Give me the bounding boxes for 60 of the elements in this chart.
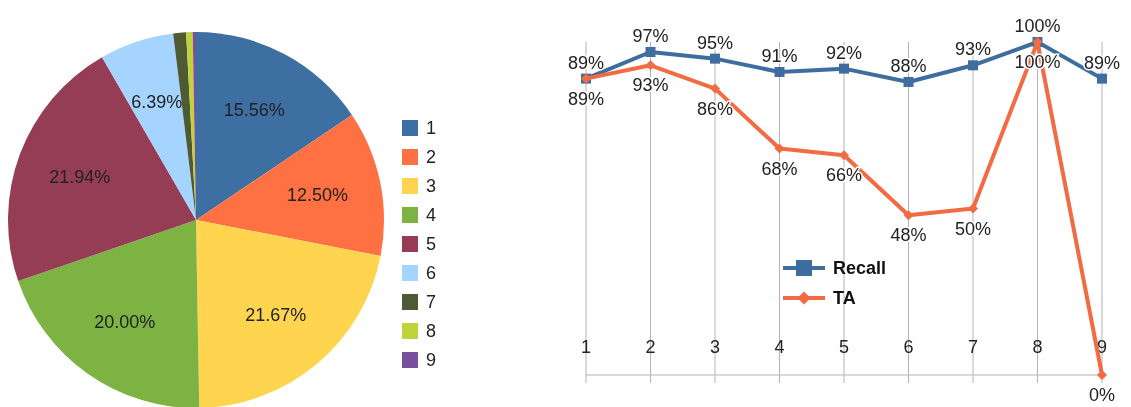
data-label: 93% xyxy=(632,75,669,96)
x-tick-label: 5 xyxy=(838,337,850,357)
data-label: 68% xyxy=(761,158,798,179)
data-label: 50% xyxy=(954,218,992,239)
legend-label: 2 xyxy=(426,147,437,167)
pie-slice xyxy=(196,220,381,407)
point xyxy=(968,203,978,214)
legend-label: 9 xyxy=(426,350,437,370)
x-tick-label: 9 xyxy=(1096,337,1108,357)
point xyxy=(1097,73,1107,84)
point xyxy=(903,76,914,87)
data-label: 88% xyxy=(890,55,927,76)
legend-label: 4 xyxy=(426,205,437,225)
legend-label: TA xyxy=(833,288,856,308)
data-label: 21.67% xyxy=(245,305,307,326)
data-label: 6.39% xyxy=(131,92,183,113)
point xyxy=(774,66,785,77)
data-label: 89% xyxy=(1083,52,1121,73)
point xyxy=(710,83,720,94)
data-label: 89% xyxy=(567,52,605,73)
x-tick-label: 7 xyxy=(967,337,979,357)
data-label: 0% xyxy=(1088,385,1116,405)
legend-label: 7 xyxy=(426,292,437,312)
pie-slice xyxy=(196,114,384,256)
legend-label: 8 xyxy=(426,321,437,341)
data-label: 48% xyxy=(890,225,927,246)
x-tick-label: 4 xyxy=(774,337,785,357)
data-label: 12.50% xyxy=(287,185,349,206)
x-tick-label: 2 xyxy=(645,337,656,357)
data-label: 86% xyxy=(696,98,734,119)
legend-label: 5 xyxy=(426,234,437,254)
legend-label: Recall xyxy=(833,258,887,278)
pie-slice xyxy=(8,57,196,282)
data-label: 20.00% xyxy=(94,311,156,332)
legend-label: 6 xyxy=(426,263,437,283)
pie-slice xyxy=(196,32,352,220)
data-label: 92% xyxy=(825,42,863,63)
data-label: 93% xyxy=(954,39,992,60)
data-label: 100% xyxy=(1014,16,1061,36)
pie-slice xyxy=(18,220,200,407)
legend-label: 1 xyxy=(426,118,437,138)
data-label: 21.94% xyxy=(49,166,111,187)
point xyxy=(839,63,849,74)
point xyxy=(903,210,914,221)
point xyxy=(1097,370,1107,380)
point xyxy=(968,60,978,71)
data-label: 89% xyxy=(567,88,605,109)
x-tick-label: 3 xyxy=(709,337,721,357)
data-label: 97% xyxy=(632,25,669,46)
data-label: 91% xyxy=(761,45,798,66)
x-tick-label: 1 xyxy=(580,337,592,357)
data-label: 15.56% xyxy=(223,100,285,121)
point xyxy=(645,46,656,57)
data-label: 66% xyxy=(825,165,863,186)
point xyxy=(839,150,849,161)
x-tick-label: 6 xyxy=(903,337,914,357)
x-tick-label: 8 xyxy=(1032,337,1043,357)
legend-label: 3 xyxy=(426,176,437,196)
point xyxy=(710,53,720,64)
data-label: 95% xyxy=(696,32,734,53)
